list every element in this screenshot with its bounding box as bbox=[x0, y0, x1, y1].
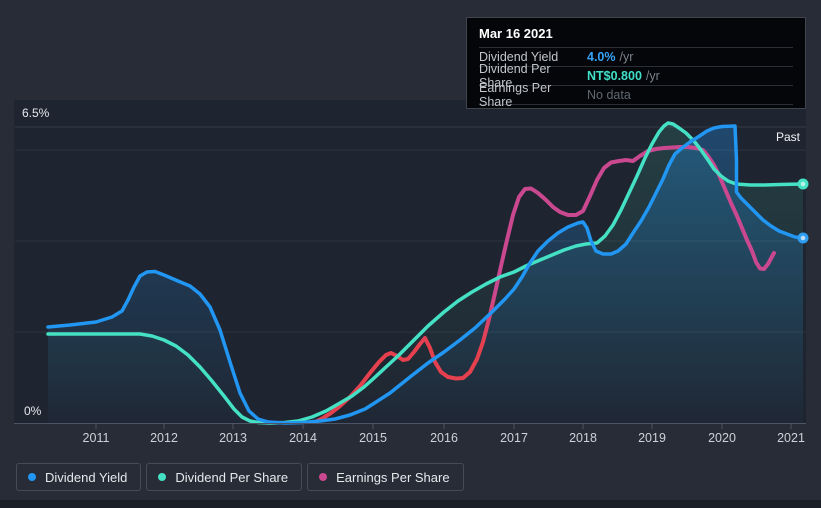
y-axis-min-label: 0% bbox=[24, 404, 42, 418]
legend-item-dividend-yield[interactable]: Dividend Yield bbox=[16, 463, 142, 491]
x-tick-label: 2012 bbox=[150, 431, 178, 445]
bottom-edge-strip bbox=[0, 500, 821, 508]
tooltip-row-dividend-per-share: Dividend Per Share NT$0.800 /yr bbox=[479, 62, 793, 90]
y-axis-max-label: 6.5% bbox=[22, 106, 50, 120]
past-region-label: Past bbox=[776, 130, 801, 144]
x-tick-label: 2018 bbox=[569, 431, 597, 445]
x-tick-label: 2014 bbox=[289, 431, 317, 445]
tooltip-value-suffix: /yr bbox=[645, 69, 660, 83]
tooltip-label: Dividend Yield bbox=[479, 50, 559, 64]
x-tick-label: 2021 bbox=[777, 431, 805, 445]
tooltip-date: Mar 16 2021 bbox=[479, 26, 553, 41]
legend-item-earnings-per-share[interactable]: Earnings Per Share bbox=[307, 463, 464, 491]
dividend-yield-line[interactable] bbox=[46, 124, 805, 425]
horizontal-gridlines bbox=[15, 126, 806, 333]
legend-label: Dividend Yield bbox=[45, 469, 128, 485]
dividend-yield-endpoint-dot[interactable] bbox=[797, 232, 809, 244]
tooltip-value-earnings-per-share: No data bbox=[587, 88, 631, 102]
x-tick-label: 2019 bbox=[638, 431, 666, 445]
x-tick-label: 2016 bbox=[430, 431, 458, 445]
chart-tooltip: Mar 16 2021 Dividend Yield 4.0% /yr Divi… bbox=[466, 17, 806, 109]
tooltip-label: Dividend Per Share bbox=[479, 62, 551, 90]
dividend-per-share-endpoint-dot[interactable] bbox=[797, 178, 809, 190]
x-tick-label: 2015 bbox=[359, 431, 387, 445]
dividend-yield-area-fill bbox=[48, 126, 803, 423]
x-tick-label: 2020 bbox=[708, 431, 736, 445]
dividend-per-share-legend-dot-icon bbox=[158, 473, 167, 481]
legend-label: Dividend Per Share bbox=[175, 469, 289, 485]
legend-label: Earnings Per Share bbox=[336, 469, 450, 485]
x-tick-label: 2013 bbox=[219, 431, 247, 445]
x-tick-label: 2017 bbox=[500, 431, 528, 445]
chart-legend: Dividend Yield Dividend Per Share Earnin… bbox=[16, 463, 464, 491]
earnings-per-share-legend-dot-icon bbox=[319, 473, 328, 481]
dividend-yield-legend-dot-icon bbox=[28, 473, 36, 481]
tooltip-row-earnings-per-share: Earnings Per Share No data bbox=[479, 81, 793, 109]
x-axis-ticks bbox=[95, 424, 792, 429]
dividend-per-share-line[interactable] bbox=[46, 121, 805, 425]
tooltip-value-dividend-per-share: NT$0.800 bbox=[587, 69, 642, 83]
earnings-per-share-line[interactable] bbox=[313, 145, 776, 424]
x-tick-label: 2011 bbox=[83, 431, 110, 445]
tooltip-label: Earnings Per Share bbox=[479, 81, 552, 109]
x-axis-tick-labels: 2011 2012 2013 2014 2015 2016 2017 2018 … bbox=[83, 431, 805, 445]
tooltip-value-suffix: /yr bbox=[619, 50, 634, 64]
legend-item-dividend-per-share[interactable]: Dividend Per Share bbox=[146, 463, 303, 491]
tooltip-row-dividend-yield: Dividend Yield 4.0% /yr bbox=[479, 47, 793, 66]
tooltip-value-dividend-yield: 4.0% bbox=[587, 50, 616, 64]
